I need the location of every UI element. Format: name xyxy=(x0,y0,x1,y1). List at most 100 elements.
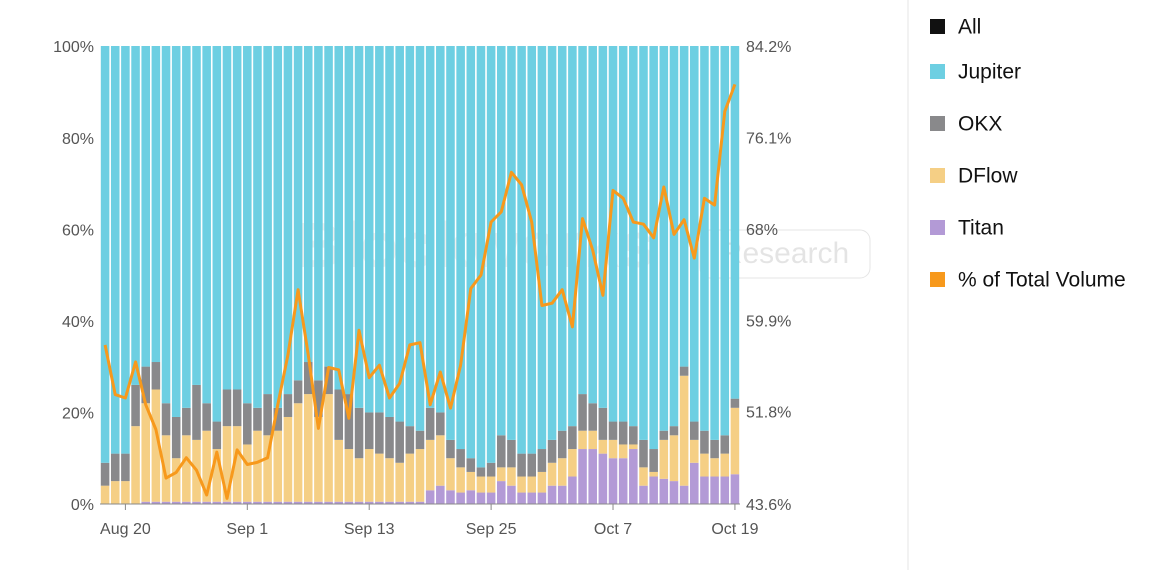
bar-segment xyxy=(700,430,709,454)
legend-swatch xyxy=(930,220,945,235)
bar-segment xyxy=(618,458,628,504)
bar-segment xyxy=(182,501,191,504)
bar-segment xyxy=(100,46,110,463)
bar-segment xyxy=(507,485,516,504)
bar-segment xyxy=(283,46,293,395)
bar-segment xyxy=(649,46,658,450)
bar-segment xyxy=(222,389,232,427)
bar-segment xyxy=(334,46,344,390)
x-tick-label: Oct 19 xyxy=(711,521,758,538)
bar-segment xyxy=(710,46,719,440)
bar-segment xyxy=(253,46,262,408)
bar-segment xyxy=(232,426,242,502)
bar-segment xyxy=(121,46,130,454)
bar-segment xyxy=(202,403,211,431)
bar-segment xyxy=(669,481,679,504)
bar-segment xyxy=(415,430,425,450)
bar-segment xyxy=(425,46,435,408)
bar-segment xyxy=(395,462,404,502)
bar-segment xyxy=(547,462,557,486)
bar-segment xyxy=(141,403,150,502)
bar-segment xyxy=(151,389,161,502)
legend-label: OKX xyxy=(958,113,1002,136)
legend-swatch xyxy=(930,168,945,183)
bar-segment xyxy=(679,485,689,504)
bar-segment xyxy=(476,467,486,477)
bar-segment xyxy=(618,444,628,459)
bar-segment xyxy=(568,449,577,477)
bar-segment xyxy=(171,46,181,417)
bar-segment xyxy=(303,501,313,504)
bar-segment xyxy=(446,458,455,491)
bar-segment xyxy=(121,453,130,482)
bar-segment xyxy=(395,501,404,504)
bar-segment xyxy=(466,46,476,459)
bar-segment xyxy=(496,46,506,436)
bar-segment xyxy=(690,439,699,463)
bar-segment xyxy=(436,412,445,436)
bar-segment xyxy=(730,46,740,399)
bar-segment xyxy=(100,462,110,486)
bar-segment xyxy=(720,46,730,436)
bar-segment xyxy=(629,46,638,427)
bar-segment xyxy=(415,501,425,504)
bar-segment xyxy=(395,421,404,463)
bar-segment xyxy=(537,449,547,472)
bar-segment xyxy=(608,46,618,422)
bar-segment xyxy=(273,46,283,408)
bar-segment xyxy=(730,407,740,475)
y2-tick-label: 51.8% xyxy=(746,405,791,422)
bar-segment xyxy=(314,46,323,381)
y2-tick-label: 59.9% xyxy=(746,313,791,330)
legend-label: DFlow xyxy=(958,165,1018,188)
legend-swatch xyxy=(930,64,945,79)
bar-segment xyxy=(314,416,323,502)
bar-segment xyxy=(517,46,526,454)
legend-label: All xyxy=(958,16,981,39)
bar-segment xyxy=(303,394,313,502)
bar-segment xyxy=(598,407,608,440)
bar-segment xyxy=(446,439,455,459)
bar-segment xyxy=(273,407,283,431)
bar-segment xyxy=(639,439,648,468)
y-tick-label: 100% xyxy=(53,39,94,56)
bar-segment xyxy=(436,485,445,504)
bar-segment xyxy=(466,490,476,504)
bar-segment xyxy=(263,46,272,395)
bar-segment xyxy=(375,412,384,454)
bar-segment xyxy=(557,485,567,504)
bar-segment xyxy=(263,435,272,502)
bar-segment xyxy=(375,46,384,413)
bar-segment xyxy=(639,46,648,440)
bar-segment xyxy=(364,501,374,504)
bar-segment xyxy=(243,46,252,404)
bar-segment xyxy=(568,426,577,450)
bar-segment xyxy=(232,501,242,504)
bar-segment xyxy=(568,476,577,504)
bar-segment xyxy=(263,394,272,436)
bar-segment xyxy=(405,46,415,427)
bar-segment xyxy=(496,467,506,482)
bar-segment xyxy=(110,46,120,454)
bar-segment xyxy=(222,46,232,390)
bar-segment xyxy=(243,444,252,502)
bar-segment xyxy=(507,46,516,440)
bar-segment xyxy=(314,501,323,504)
bar-segment xyxy=(253,501,262,504)
bar-segment xyxy=(425,439,435,491)
bar-segment xyxy=(557,46,567,431)
bar-segment xyxy=(507,439,516,468)
x-tick-label: Aug 20 xyxy=(100,521,151,538)
bar-segment xyxy=(293,501,303,504)
bar-segment xyxy=(161,501,171,504)
bar-segment xyxy=(232,46,242,390)
bar-segment xyxy=(273,501,283,504)
bar-segment xyxy=(496,435,506,468)
bar-segment xyxy=(618,421,628,445)
bar-segment xyxy=(192,501,201,504)
bar-segment xyxy=(436,435,445,486)
y2-tick-label: 76.1% xyxy=(746,131,791,148)
bar-segment xyxy=(527,453,537,477)
bar-segment xyxy=(466,471,476,491)
bar-segment xyxy=(720,435,730,454)
